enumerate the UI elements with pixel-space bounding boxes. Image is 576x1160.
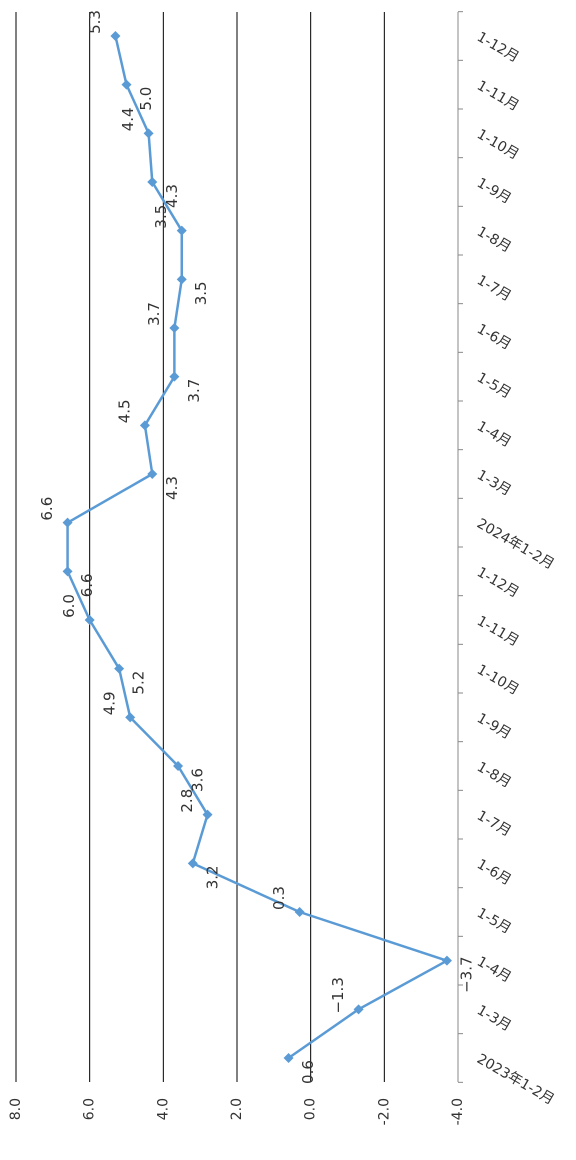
value-tick-label: 4.0 (155, 1098, 171, 1120)
value-tick-label: 6.0 (82, 1098, 98, 1120)
category-label: 1-5月 (474, 370, 514, 402)
data-point-marker (202, 809, 213, 820)
data-point-marker (62, 517, 73, 528)
category-label: 1-6月 (474, 856, 514, 888)
data-label: 3.7 (185, 379, 203, 403)
data-label: 5.0 (137, 87, 155, 111)
data-label: 6.6 (78, 573, 96, 597)
series-polyline (66, 35, 449, 1060)
data-label: 4.4 (119, 107, 137, 131)
category-label: 1-4月 (474, 418, 514, 450)
category-label: 2023年1-2月 (474, 1051, 557, 1108)
data-label: 5.3 (86, 10, 104, 34)
category-label: 1-7月 (474, 808, 514, 840)
data-point-marker (169, 323, 180, 333)
data-label: 2.8 (178, 789, 196, 813)
value-tick-label: -2.0 (376, 1098, 392, 1125)
data-label: 3.2 (203, 865, 221, 889)
category-label: 1-11月 (474, 78, 522, 115)
data-label: 3.5 (152, 205, 170, 229)
data-label: 4.3 (163, 476, 181, 500)
category-label: 1-8月 (474, 759, 514, 791)
data-label: 6.0 (60, 594, 78, 618)
value-tick-label: -4.0 (450, 1098, 466, 1125)
category-label: 1-10月 (474, 662, 522, 699)
data-point-marker (139, 420, 150, 431)
data-label: 4.3 (163, 184, 181, 208)
data-point-marker (110, 31, 121, 41)
data-point-marker (353, 1004, 364, 1015)
data-point-marker (176, 225, 187, 236)
category-label: 1-10月 (474, 126, 522, 163)
data-point-marker (147, 469, 158, 479)
category-label: 1-12月 (474, 564, 522, 601)
category-label: 1-3月 (474, 1002, 514, 1034)
data-label: −1.3 (329, 977, 347, 1013)
data-point-marker (176, 274, 187, 285)
data-label: 3.6 (189, 768, 207, 792)
data-point-marker (84, 615, 95, 625)
data-point-marker (143, 128, 154, 139)
data-point-marker (283, 1053, 294, 1063)
value-tick-label: 8.0 (8, 1098, 24, 1120)
category-label: 1-8月 (474, 224, 514, 256)
category-label: 2024年1-2月 (474, 516, 557, 573)
data-point-marker (125, 712, 136, 723)
category-label: 1-12月 (474, 29, 522, 66)
data-point-marker (114, 663, 125, 674)
data-label: 3.5 (192, 281, 210, 305)
category-label: 1-3月 (474, 467, 514, 499)
category-label: 1-4月 (474, 954, 514, 986)
data-labels: 0.6−1.3−3.70.33.22.83.64.95.26.06.66.64.… (38, 10, 475, 1084)
category-axis: 2023年1-2月 1-3月 1-4月 1-5月 1-6月 1-7月 1-8月 1-9月 1-1… (457, 11, 557, 1108)
value-tick-label: 0.0 (303, 1098, 319, 1120)
data-label: 0.6 (299, 1060, 317, 1084)
data-point-marker (62, 566, 73, 577)
data-label: 4.9 (101, 691, 119, 715)
data-point-marker (169, 371, 180, 382)
data-label: −3.7 (457, 956, 475, 992)
category-label: 1-9月 (474, 710, 514, 742)
data-label: 6.6 (38, 497, 56, 521)
data-label: 3.7 (145, 302, 163, 326)
value-tick-label: 2.0 (229, 1098, 245, 1120)
data-point-marker (294, 907, 305, 917)
gridlines (15, 12, 385, 1082)
category-label: 1-6月 (474, 321, 514, 353)
data-label: 0.3 (270, 886, 288, 910)
data-point-marker (441, 955, 452, 966)
data-point-marker (121, 79, 132, 90)
data-point-marker (173, 761, 184, 771)
value-axis-ticks: -4.0 -2.0 0.0 2.0 4.0 6.0 8.0 (8, 1098, 466, 1125)
data-label: 5.2 (130, 671, 148, 695)
data-point-marker (187, 858, 198, 869)
category-label: 1-11月 (474, 613, 522, 650)
category-label: 1-7月 (474, 272, 514, 304)
category-label: 1-5月 (474, 905, 514, 937)
data-point-marker (147, 177, 158, 187)
data-label: 4.5 (115, 399, 133, 423)
category-label: 1-9月 (474, 175, 514, 207)
series-line (62, 31, 452, 1063)
